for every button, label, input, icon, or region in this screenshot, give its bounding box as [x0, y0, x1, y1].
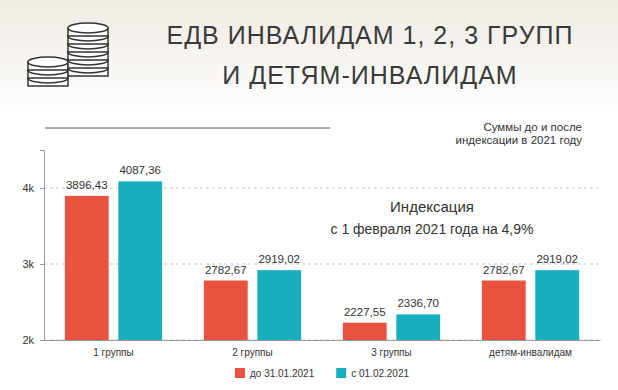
coins-icon: [28, 23, 108, 86]
chart: ЕДВ ИНВАЛИДАМ 1, 2, 3 ГРУПП И ДЕТЯМ-ИНВАЛ…: [0, 0, 618, 390]
bar: [118, 181, 162, 340]
y-axis-line: [40, 151, 45, 341]
subtitle: Суммы до и после: [483, 121, 582, 133]
data-label: 2919,02: [536, 253, 578, 265]
x-tick: детям-инвалидам: [489, 340, 572, 358]
x-tick-label: детям-инвалидам: [489, 347, 572, 358]
legend-swatch: [336, 368, 346, 378]
annotation: Индексация: [390, 198, 474, 215]
x-tick: 3 группы: [371, 340, 411, 358]
data-label: 2782,67: [205, 264, 247, 276]
x-tick: 1 группы: [93, 340, 133, 358]
coin-top: [68, 23, 108, 33]
x-axis-line: [45, 340, 601, 341]
x-tick: 2 группы: [232, 340, 272, 358]
x-tick-label: 2 группы: [232, 347, 272, 358]
bars: [65, 181, 579, 340]
data-label: 3896,43: [66, 179, 108, 191]
title: И ДЕТЯМ-ИНВАЛИДАМ: [222, 61, 517, 89]
coin-top: [28, 57, 68, 67]
legend-entry: до 31.01.2021: [235, 368, 315, 379]
data-label: 2227,55: [344, 306, 386, 318]
y-tick: 3k: [22, 258, 44, 270]
x-tick-label: 3 группы: [371, 347, 411, 358]
y-tick-mark: [40, 264, 44, 265]
y-tick: 2k: [22, 334, 44, 346]
legend-swatch: [235, 368, 245, 378]
data-labels: 3896,43 2782,67 2227,55 2782,67 4087,36 2919,…: [66, 164, 578, 317]
x-tick-label: 1 группы: [93, 347, 133, 358]
data-label: 2336,70: [397, 297, 439, 309]
bar: [343, 323, 387, 340]
legend-entry: с 01.02.2021: [336, 368, 409, 379]
legend: до 31.01.2021 с 01.02.2021: [235, 368, 410, 379]
y-tick: 4k: [22, 182, 44, 194]
bar: [65, 196, 109, 340]
bar: [482, 281, 526, 340]
data-label: 4087,36: [119, 164, 161, 176]
y-tick-label: 3k: [22, 258, 34, 270]
separator: [45, 128, 330, 129]
bar: [396, 314, 440, 340]
subtitle: индексации в 2021 году: [456, 134, 583, 146]
annotation: с 1 февраля 2021 года на 4,9%: [331, 221, 534, 237]
bar: [204, 281, 248, 340]
title: ЕДВ ИНВАЛИДАМ 1, 2, 3 ГРУПП: [167, 21, 574, 49]
legend-label: с 01.02.2021: [351, 368, 409, 379]
y-tick-mark: [40, 340, 44, 341]
legend-label: до 31.01.2021: [250, 368, 315, 379]
data-label: 2919,02: [258, 253, 300, 265]
bar: [535, 270, 579, 340]
x-axis: 1 группы 2 группы 3 группы детям-инвалидам: [45, 340, 601, 358]
y-tick-label: 4k: [22, 182, 34, 194]
bar: [257, 270, 301, 340]
data-label: 2782,67: [483, 264, 525, 276]
y-axis: 2k 3k 4k: [22, 151, 44, 347]
header-background: [0, 0, 618, 115]
y-tick-mark: [40, 188, 44, 189]
y-tick-label: 2k: [22, 334, 34, 346]
